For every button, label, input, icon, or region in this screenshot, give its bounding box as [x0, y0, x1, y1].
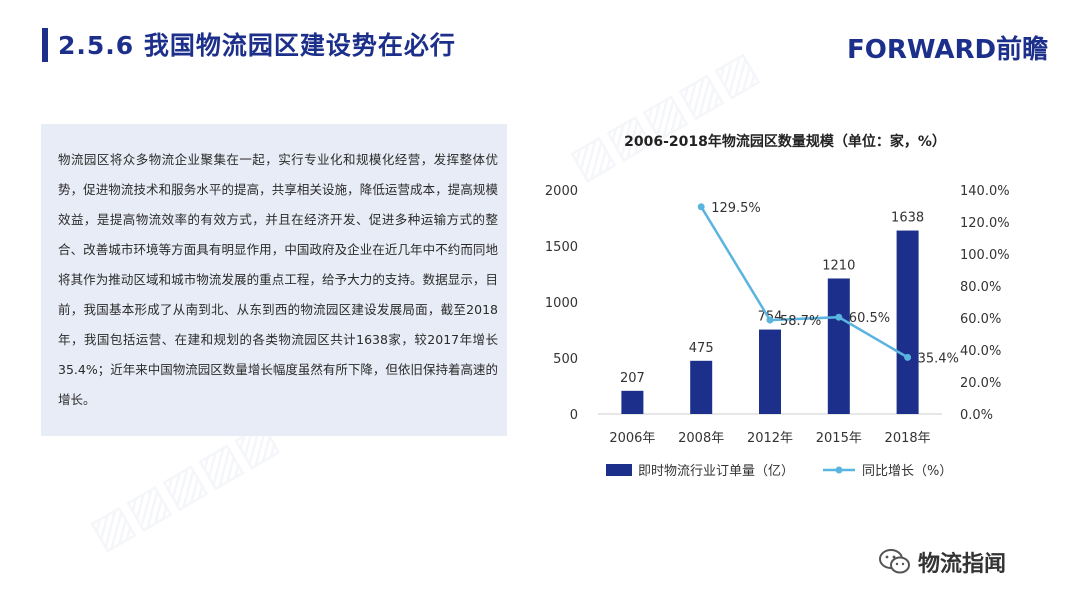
y-right-tick-label: 120.0%: [960, 216, 1010, 231]
line-point: [766, 316, 774, 324]
bar: [827, 278, 850, 414]
wechat-icon: [878, 547, 912, 577]
footer-brand-text: 物流指闻: [918, 552, 1007, 577]
line-data-label: 60.5%: [849, 311, 890, 326]
y-right-tick-label: 40.0%: [960, 344, 1001, 359]
y-left-tick-label: 0: [570, 408, 578, 423]
line-point: [835, 313, 843, 321]
y-right-tick-label: 140.0%: [960, 184, 1010, 199]
legend-bar-label: 即时物流行业订单量（亿）: [638, 464, 794, 479]
bar: [621, 390, 644, 414]
bar-data-label: 475: [689, 341, 714, 356]
y-right-tick-label: 100.0%: [960, 248, 1010, 263]
line-data-label: 129.5%: [711, 201, 761, 216]
legend-line-label: 同比增长（%）: [862, 464, 952, 479]
y-left-tick-label: 1000: [545, 296, 578, 311]
x-tick-label: 2018年: [885, 431, 931, 446]
y-right-tick-label: 20.0%: [960, 376, 1001, 391]
page-title: 2.5.6 我国物流园区建设势在必行: [58, 31, 456, 60]
y-right-tick-label: 0.0%: [960, 408, 993, 423]
y-left-tick-label: 2000: [545, 184, 578, 199]
bar-data-label: 1210: [822, 258, 855, 273]
text-panel: [41, 124, 507, 436]
y-right-tick-label: 60.0%: [960, 312, 1001, 327]
logo-text: FORWARD前瞻: [847, 34, 1049, 65]
chart-title: 2006-2018年物流园区数量规模（单位：家，%）: [624, 134, 946, 150]
bar: [690, 360, 713, 414]
footer-brand: 物流指闻: [878, 546, 1006, 578]
x-tick-label: 2006年: [609, 431, 655, 446]
line-series-path: [700, 206, 909, 359]
line-data-label: 58.7%: [780, 314, 821, 329]
bar-data-label: 207: [620, 371, 645, 386]
y-left-tick-label: 1500: [545, 240, 578, 255]
y-left-tick-label: 500: [553, 352, 578, 367]
line-point: [904, 353, 912, 361]
x-tick-label: 2015年: [816, 431, 862, 446]
x-tick-label: 2008年: [678, 431, 724, 446]
bar: [896, 230, 919, 414]
line-data-label: 35.4%: [918, 351, 959, 366]
y-right-tick-label: 80.0%: [960, 280, 1001, 295]
brand-logo: FORWARD前瞻: [847, 31, 1049, 65]
legend-bar-swatch: [606, 464, 632, 476]
legend-line-marker: [835, 466, 843, 474]
title-accent-bar: [42, 28, 48, 62]
bar-data-label: 1638: [891, 211, 924, 226]
bar: [759, 329, 781, 414]
body-paragraph: 物流园区将众多物流企业聚集在一起，实行专业化和规模化经营，发挥整体优势，促进物流…: [58, 152, 498, 407]
x-tick-label: 2012年: [747, 431, 793, 446]
line-point: [697, 203, 705, 211]
